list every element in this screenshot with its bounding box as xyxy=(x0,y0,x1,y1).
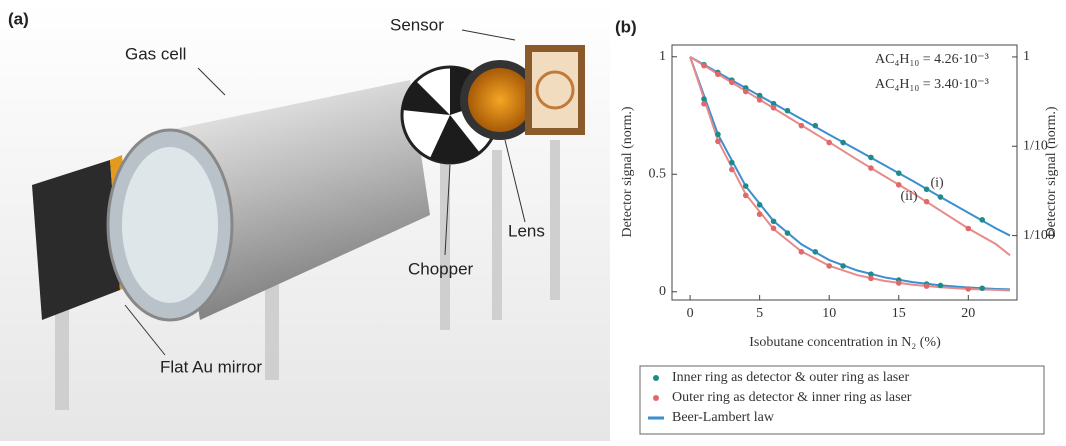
fit-label: (i) xyxy=(930,175,944,190)
point xyxy=(966,286,972,292)
point xyxy=(924,283,930,289)
point xyxy=(743,89,749,95)
point xyxy=(868,155,874,161)
y2-tick-label: 1 xyxy=(1023,49,1030,64)
legend-swatch xyxy=(653,375,659,381)
panel-label: (a) xyxy=(8,9,29,28)
point xyxy=(771,226,777,232)
x-axis-title: Isobutane concentration in N₂ (%) xyxy=(749,335,941,350)
point xyxy=(966,226,972,232)
point xyxy=(924,186,930,192)
point xyxy=(757,97,763,103)
point xyxy=(812,123,818,129)
point xyxy=(826,263,832,269)
point xyxy=(785,108,791,114)
point xyxy=(924,199,930,205)
x-tick-label: 10 xyxy=(822,306,836,321)
legend-label: Inner ring as detector & outer ring as l… xyxy=(672,370,909,385)
y-tick-label: 0.5 xyxy=(649,166,667,181)
point xyxy=(896,280,902,286)
point xyxy=(715,71,721,77)
label: Sensor xyxy=(390,15,444,34)
point xyxy=(799,249,805,255)
x-tick-label: 15 xyxy=(892,306,906,321)
label: Lens xyxy=(508,221,545,240)
y2-tick-label: 1/100 xyxy=(1023,228,1055,243)
point xyxy=(743,183,749,189)
point xyxy=(868,276,874,282)
fit-label: (ii) xyxy=(900,189,917,204)
annotation: AC₄H₁₀ = 4.26·10⁻³ xyxy=(875,52,989,67)
point xyxy=(729,79,735,85)
legend-label: Outer ring as detector & inner ring as l… xyxy=(672,390,912,405)
panel-label: (b) xyxy=(615,17,637,36)
point xyxy=(840,263,846,269)
y-tick-label: 1 xyxy=(659,49,666,64)
label: Gas cell xyxy=(125,44,186,63)
x-tick-label: 0 xyxy=(687,306,694,321)
point xyxy=(715,139,721,145)
legend-label: Beer-Lambert law xyxy=(672,410,775,425)
point xyxy=(896,182,902,188)
point xyxy=(938,194,944,200)
point xyxy=(799,123,805,129)
point xyxy=(757,202,763,208)
legend-swatch xyxy=(653,395,659,401)
point xyxy=(729,160,735,166)
point xyxy=(771,218,777,224)
y2-axis-title: Detector signal (norm.) xyxy=(1044,106,1059,237)
figure: (a) Gas cell Sensor Lens Chopper Flat Au… xyxy=(0,0,1066,441)
point xyxy=(840,140,846,146)
point xyxy=(771,105,777,111)
point xyxy=(701,63,707,69)
y-axis-title: Detector signal (norm.) xyxy=(620,106,635,237)
point xyxy=(826,140,832,146)
point xyxy=(785,230,791,236)
point xyxy=(757,211,763,217)
y2-tick-label: 1/10 xyxy=(1023,138,1048,153)
point xyxy=(938,283,944,289)
point xyxy=(979,285,985,291)
label: Chopper xyxy=(408,259,474,278)
point xyxy=(743,193,749,199)
x-tick-label: 20 xyxy=(961,306,975,321)
y-tick-label: 0 xyxy=(659,284,666,299)
panel-a-illustration: (a) Gas cell Sensor Lens Chopper Flat Au… xyxy=(0,0,610,441)
x-tick-label: 5 xyxy=(756,306,763,321)
point xyxy=(701,101,707,107)
point xyxy=(729,167,735,173)
point xyxy=(812,249,818,255)
point xyxy=(979,217,985,223)
point xyxy=(896,170,902,176)
label: Flat Au mirror xyxy=(160,357,262,376)
annotation: AC₄H₁₀ = 3.40·10⁻³ xyxy=(875,77,989,92)
point xyxy=(868,165,874,171)
point xyxy=(715,132,721,138)
